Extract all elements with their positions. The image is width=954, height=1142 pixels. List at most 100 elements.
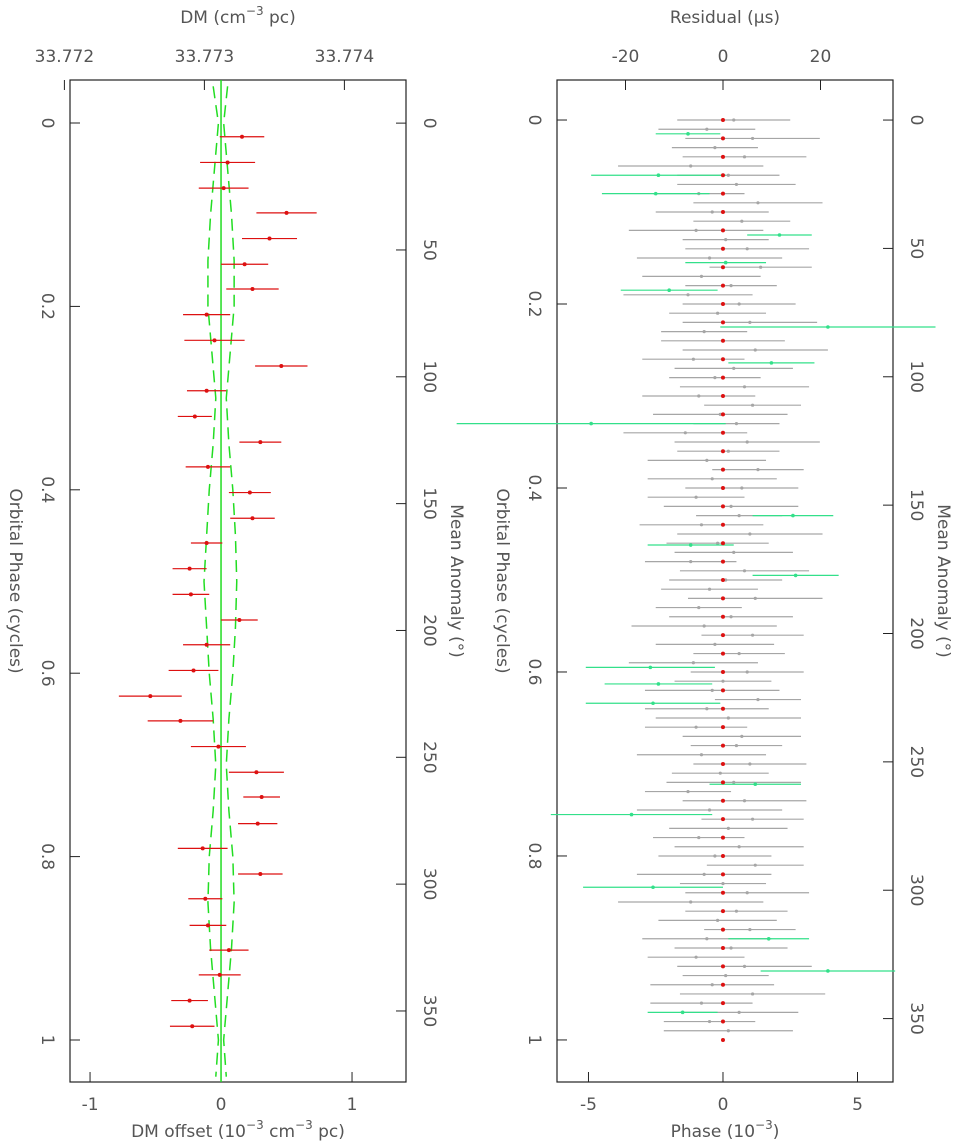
data-point: [148, 694, 153, 699]
phase-tick-label: 0.6: [524, 658, 544, 685]
top-axis-title-part: pc): [264, 8, 296, 28]
data-point: [726, 826, 730, 830]
data-point: [756, 467, 760, 472]
data-point: [720, 780, 725, 785]
data-point: [745, 891, 749, 895]
model-line: [222, 86, 238, 1077]
data-point: [705, 458, 709, 462]
data-point: [226, 948, 231, 953]
data-point: [720, 614, 725, 619]
data-point: [720, 430, 725, 435]
data-point: [205, 923, 210, 928]
data-point: [769, 361, 774, 365]
top-axis-title: DM (cm−3 pc): [180, 4, 296, 29]
data-point: [653, 191, 658, 196]
data-point: [753, 863, 757, 867]
data-point: [255, 821, 260, 826]
data-point: [753, 596, 757, 600]
x-axis-title-part: −3: [246, 1118, 264, 1132]
data-point: [686, 293, 690, 297]
x-axis-title-part: Phase (10: [671, 1122, 755, 1142]
data-point: [694, 725, 698, 729]
data-point: [187, 566, 192, 571]
x-tick-label: 0: [216, 1095, 227, 1115]
anomaly-tick-label: 100: [906, 361, 926, 393]
data-point: [726, 173, 730, 177]
data-point: [707, 808, 712, 812]
data-point: [720, 1001, 725, 1006]
data-point: [710, 688, 714, 692]
data-point: [756, 697, 760, 702]
data-point: [204, 642, 209, 647]
model-line: [203, 86, 220, 1077]
data-point: [247, 490, 252, 495]
data-point: [250, 286, 255, 291]
data-point: [648, 665, 653, 670]
data-point: [694, 495, 698, 499]
data-point: [691, 661, 695, 665]
data-point: [720, 118, 725, 123]
data-point: [718, 771, 722, 775]
data-point: [699, 1001, 704, 1005]
data-point: [756, 201, 760, 205]
data-point: [724, 238, 728, 242]
data-point: [732, 118, 736, 122]
phase-tick-label: 0: [524, 115, 544, 126]
data-point: [258, 872, 263, 877]
top-tick-label: 33.774: [315, 47, 374, 67]
data-point: [745, 670, 749, 674]
data-point: [716, 918, 720, 922]
anomaly-tick-label: 0: [419, 118, 439, 129]
data-point: [200, 846, 205, 851]
data-point: [726, 449, 730, 453]
data-point: [702, 624, 706, 628]
data-point: [699, 753, 704, 757]
data-point: [694, 955, 698, 959]
data-point: [826, 969, 830, 973]
data-point: [710, 983, 714, 987]
data-point: [720, 651, 725, 656]
data-point: [699, 523, 704, 527]
phase-tick-label: 0.2: [524, 290, 544, 317]
data-point: [745, 247, 749, 251]
data-point: [721, 881, 725, 886]
data-point: [239, 134, 244, 139]
data-point: [188, 592, 193, 597]
data-point: [707, 587, 712, 591]
data-point: [737, 302, 741, 306]
data-point: [697, 394, 701, 398]
data-point: [720, 412, 725, 417]
data-point: [656, 173, 661, 178]
data-point: [732, 780, 736, 784]
data-point: [742, 964, 747, 968]
data-point: [203, 896, 208, 901]
data-point: [720, 541, 725, 546]
data-point: [737, 1010, 741, 1014]
phase-tick-label: 0.2: [37, 293, 57, 320]
y2-axis-title-part: Mean Anomaly (°): [933, 504, 953, 657]
data-point: [777, 233, 782, 237]
data-point: [683, 431, 687, 435]
data-point: [750, 633, 755, 637]
data-point: [187, 998, 192, 1003]
data-point: [697, 835, 701, 840]
top-axis-title: Residual (µs): [670, 8, 780, 28]
top-axis-title-part: Residual (µs): [670, 8, 780, 28]
data-point: [721, 679, 725, 683]
data-point: [204, 388, 209, 393]
anomaly-tick-label: 300: [906, 874, 926, 906]
anomaly-tick-label: 350: [906, 1002, 926, 1034]
data-point: [720, 449, 725, 454]
data-point: [720, 210, 725, 215]
data-point: [713, 854, 717, 858]
data-point: [734, 182, 739, 187]
x-tick-label: 5: [852, 1095, 863, 1115]
data-point: [178, 718, 183, 723]
data-point: [729, 504, 733, 508]
data-point: [720, 265, 725, 270]
data-point: [748, 762, 752, 766]
data-point: [205, 464, 210, 469]
data-point: [720, 320, 725, 325]
y-axis-title: Orbital Phase (cycles): [492, 488, 512, 673]
data-point: [720, 1019, 725, 1024]
